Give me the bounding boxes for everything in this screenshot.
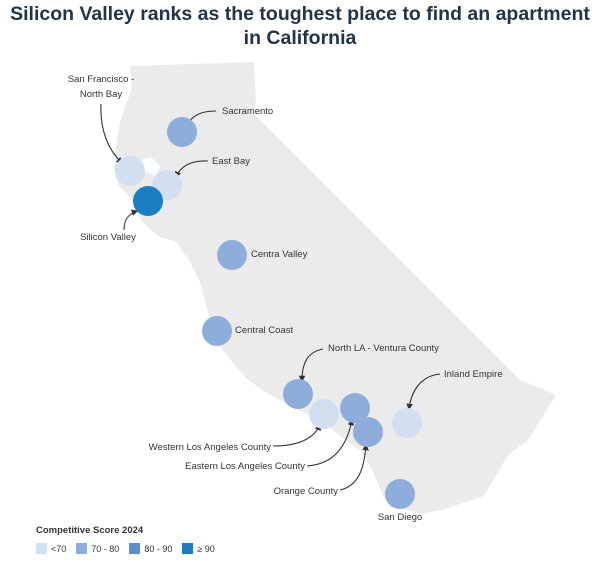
legend-swatch: [129, 543, 141, 554]
bay-water: [138, 158, 160, 176]
label-silicon-valley: Silicon Valley: [80, 232, 136, 243]
legend-item: ≥ 90: [182, 543, 215, 554]
legend-item: <70: [36, 543, 66, 554]
leader-line-san-francisco-north-bay: [100, 103, 123, 164]
legend-label: 80 - 90: [144, 543, 173, 554]
legend-swatch: [182, 543, 194, 554]
label-sacramento: Sacramento: [222, 106, 273, 117]
leader-line-silicon-valley: [123, 209, 139, 231]
marker-silicon-valley: [133, 186, 163, 216]
marker-inland-empire: [392, 408, 422, 438]
marker-san-francisco-north-bay: [115, 156, 145, 186]
legend-item: 70 - 80: [76, 543, 119, 554]
page-title: Silicon Valley ranks as the toughest pla…: [10, 3, 590, 49]
label-eastern-los-angeles-county: Eastern Los Angeles County: [185, 461, 305, 472]
legend: Competitive Score 2024 <70 70 - 80 80 - 90…: [36, 525, 296, 554]
label-centra-valley: Centra Valley: [251, 249, 308, 260]
leader-line-western-los-angeles-county: [272, 423, 321, 447]
leader-line-north-la-ventura-county: [298, 348, 324, 383]
label-central-coast: Central Coast: [235, 325, 293, 336]
region-markers: [115, 117, 422, 509]
leader-line-inland-empire: [406, 373, 441, 411]
label-north-la-ventura-county: North LA - Ventura County: [328, 343, 439, 354]
label-western-los-angeles-county: Western Los Angeles County: [149, 442, 272, 453]
leader-line-orange-county: [339, 443, 369, 491]
region-labels: San Francisco -North Bay Sacramento East B…: [68, 74, 503, 523]
marker-san-diego: [385, 479, 415, 509]
marker-sacramento: [167, 117, 197, 147]
legend-label: <70: [51, 543, 67, 554]
legend-label: 70 - 80: [91, 543, 120, 554]
legend-swatch: [76, 543, 88, 554]
legend-label: ≥ 90: [197, 543, 215, 554]
label-san-francisco-north-bay: San Francisco -North Bay: [68, 74, 135, 100]
marker-centra-valley: [217, 240, 247, 270]
marker-central-coast: [202, 316, 232, 346]
legend-item: 80 - 90: [129, 543, 172, 554]
label-orange-county: Orange County: [274, 486, 339, 497]
marker-eastern-los-angeles-county: [340, 393, 370, 423]
legend-swatch: [36, 543, 47, 554]
label-inland-empire: Inland Empire: [444, 369, 503, 380]
label-east-bay: East Bay: [212, 156, 250, 167]
legend-items: <70 70 - 80 80 - 90 ≥ 90: [36, 543, 296, 554]
marker-western-los-angeles-county: [309, 399, 339, 429]
label-san-diego: San Diego: [378, 512, 422, 523]
marker-orange-county: [353, 417, 383, 447]
legend-title: Competitive Score 2024: [36, 525, 144, 536]
leader-line-eastern-los-angeles-county: [306, 418, 355, 467]
marker-north-la-ventura-county: [283, 379, 313, 409]
leader-lines: [100, 103, 441, 491]
california-land: [114, 62, 556, 514]
